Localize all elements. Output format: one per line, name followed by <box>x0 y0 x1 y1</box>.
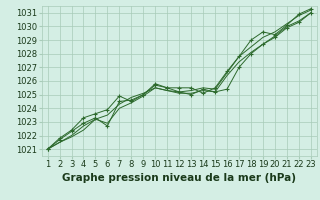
X-axis label: Graphe pression niveau de la mer (hPa): Graphe pression niveau de la mer (hPa) <box>62 173 296 183</box>
